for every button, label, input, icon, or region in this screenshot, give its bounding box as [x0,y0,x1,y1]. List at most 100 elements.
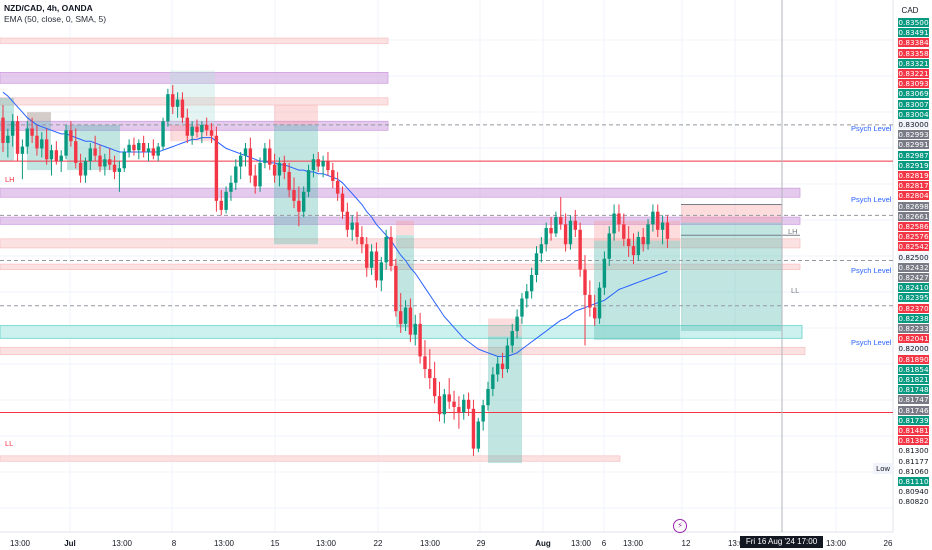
candle-body [282,162,286,172]
candle [321,155,325,178]
candle [452,390,456,420]
candle [588,280,592,317]
candle-body [462,399,466,413]
price-tag: 0.83384 [898,38,929,48]
candle [30,117,34,143]
candle [403,300,408,332]
candle [234,159,238,190]
candle [132,137,136,156]
candle-body [49,150,54,160]
candle [340,186,345,219]
price-tag: 0.82041 [898,334,929,344]
candle [593,294,597,326]
candle [612,204,616,241]
candle-body [258,162,262,187]
flash-icon[interactable]: ⚡ [673,519,687,533]
candle-body [306,170,311,192]
candle-body [408,307,413,335]
candle [418,312,422,364]
candle [78,153,83,183]
candle-body [607,233,611,259]
supply-zone [0,216,801,225]
candle [496,356,500,382]
candle-body [11,121,15,136]
price-tag: 0.83221 [898,69,929,78]
candle [573,209,577,238]
candle-body [171,94,175,107]
candle [515,309,519,339]
candle-body [631,246,636,256]
candle [432,361,437,404]
time-axis-label: 15 [270,539,280,548]
candle-body [35,135,39,149]
candle-body [641,237,645,245]
price-tag: 0.81890 [898,354,929,364]
candle-body [481,405,485,422]
psych-level-label: Psych Level [851,195,892,204]
candle [98,144,102,172]
candle [263,142,267,169]
candle-body [335,180,340,194]
price-tag: 0.82370 [898,303,929,313]
candle [331,162,335,189]
price-tag: 0.82991 [898,140,929,150]
candle-body [345,211,350,230]
time-axis-label: Aug [535,539,551,548]
candle-body [44,139,49,160]
candle-body [219,200,223,210]
candle [505,338,510,373]
price-tag: 0.82432 [898,262,929,272]
price-tag: 0.80940 [898,487,929,497]
candle-body [612,213,616,234]
supply-zone [0,72,389,84]
candle [389,226,393,272]
supply-zone [0,346,806,355]
price-tag: 0.82661 [898,211,929,221]
candle-body [578,229,582,270]
time-axis-label: 26 [883,539,893,548]
candle [224,186,228,214]
price-tag: 0.83007 [898,99,929,109]
candle-body [549,227,553,234]
ema-indicator-legend[interactable]: EMA (50, close, 0, SMA, 5) [4,14,107,24]
candle-body [588,294,592,308]
price-tag: 0.83093 [898,79,929,89]
candle-body [486,388,490,406]
candle [335,171,340,201]
chart-symbol-title[interactable]: NZD/CAD, 4h, OANDA [4,3,93,13]
candle [350,215,354,241]
candle-body [500,363,505,370]
candle-body [617,213,621,225]
candle-body [200,124,204,133]
candle [44,128,49,165]
candle [466,392,471,417]
candle [413,314,417,346]
candle [11,114,15,147]
price-tag: 0.83000 [898,120,929,129]
currency-label[interactable]: CAD [901,6,919,15]
candle [597,282,602,324]
candle [112,155,117,180]
psych-level-label: Psych Level [851,124,892,133]
supply-zone [0,120,389,131]
candle-body [74,141,78,163]
candle-body [224,191,228,210]
position-box [681,204,782,223]
candle [442,388,447,424]
candle [20,139,25,180]
candle [447,378,451,409]
candle-body [374,251,379,281]
candle [190,121,194,145]
candle-body [389,237,393,266]
candle-body [423,356,427,370]
candle-body [243,148,248,156]
candle-body [573,220,577,230]
candle [25,121,29,154]
candle-body [656,211,660,230]
price-tag: 0.82817 [898,181,929,191]
candle-body [83,161,88,176]
ll-right-label: LL [791,286,800,295]
candle-body [30,128,34,136]
candle [171,85,175,115]
